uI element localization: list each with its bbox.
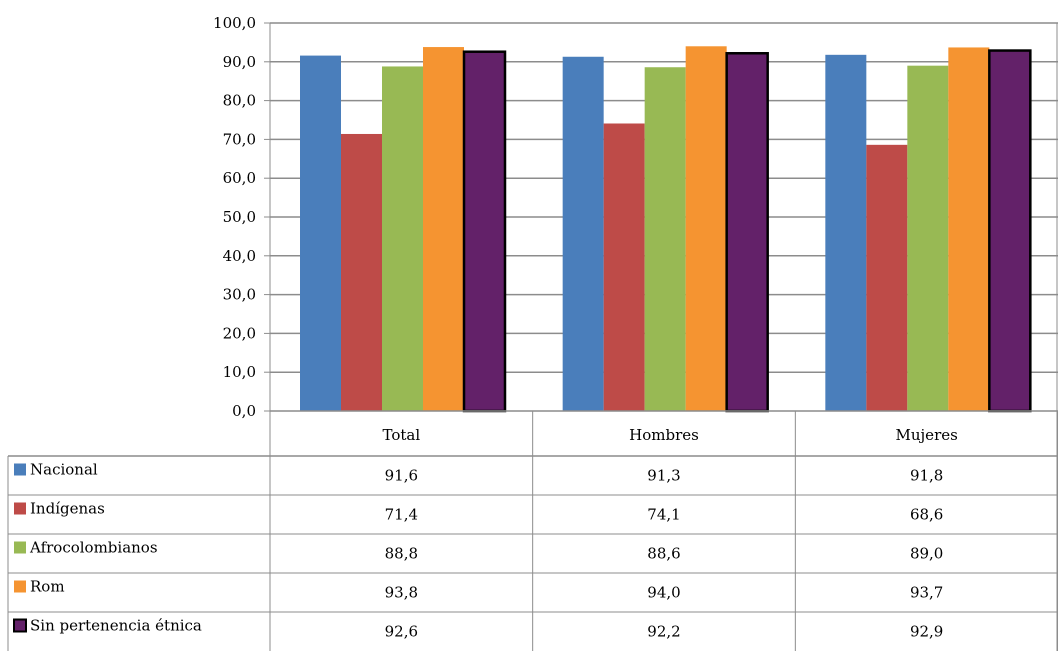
data-label: 92,2 [647,623,680,641]
data-label: 93,8 [385,584,418,602]
data-label: 91,8 [910,467,943,485]
data-label: 71,4 [385,506,418,524]
data-label: 93,7 [910,584,943,602]
data-label: 92,9 [910,623,943,641]
series-label: Rom [30,578,65,596]
legend-key [14,464,26,476]
y-tick-label: 90,0 [223,53,256,71]
y-tick-label: 70,0 [223,130,256,148]
y-tick-label: 30,0 [223,286,256,304]
bar [604,123,645,411]
data-label: 91,6 [385,467,418,485]
bar [989,51,1030,411]
data-label: 94,0 [647,584,680,602]
data-label: 74,1 [647,506,680,524]
y-tick-label: 60,0 [223,169,256,187]
bar [464,52,505,411]
series-label: Nacional [30,461,98,479]
series-label: Sin pertenencia étnica [30,617,202,635]
bar [423,47,464,411]
series-label: Indígenas [30,500,105,518]
legend-key [14,542,26,554]
data-label: 88,6 [647,545,680,563]
y-tick-label: 80,0 [223,92,256,110]
legend-key [14,503,26,515]
bar [907,66,948,411]
bar [382,66,423,411]
category-label: Hombres [629,426,699,444]
data-label: 91,3 [647,467,680,485]
data-label: 68,6 [910,506,943,524]
y-tick-label: 0,0 [232,402,256,420]
bar [686,46,727,411]
data-label: 92,6 [385,623,418,641]
bar [948,47,989,411]
data-label: 89,0 [910,545,943,563]
y-tick-label: 10,0 [223,363,256,381]
data-label: 88,8 [385,545,418,563]
legend-key [14,620,26,632]
series-label: Afrocolombianos [29,539,158,557]
y-tick-label: 100,0 [213,14,256,32]
bars [300,46,1030,411]
bar [727,53,768,411]
y-tick-label: 50,0 [223,208,256,226]
y-tick-label: 20,0 [223,324,256,342]
bar [300,56,341,411]
category-label: Total [383,426,421,444]
y-axis: 0,0 10,0 20,0 30,0 40,0 50,0 60,0 70,0 80,0 90,0 1… [213,14,270,420]
bar [341,134,382,411]
bar [563,57,604,411]
bar [825,55,866,411]
y-tick-label: 40,0 [223,247,256,265]
legend-key [14,581,26,593]
bar [866,145,907,411]
bar [645,67,686,411]
category-label: Mujeres [896,426,958,444]
